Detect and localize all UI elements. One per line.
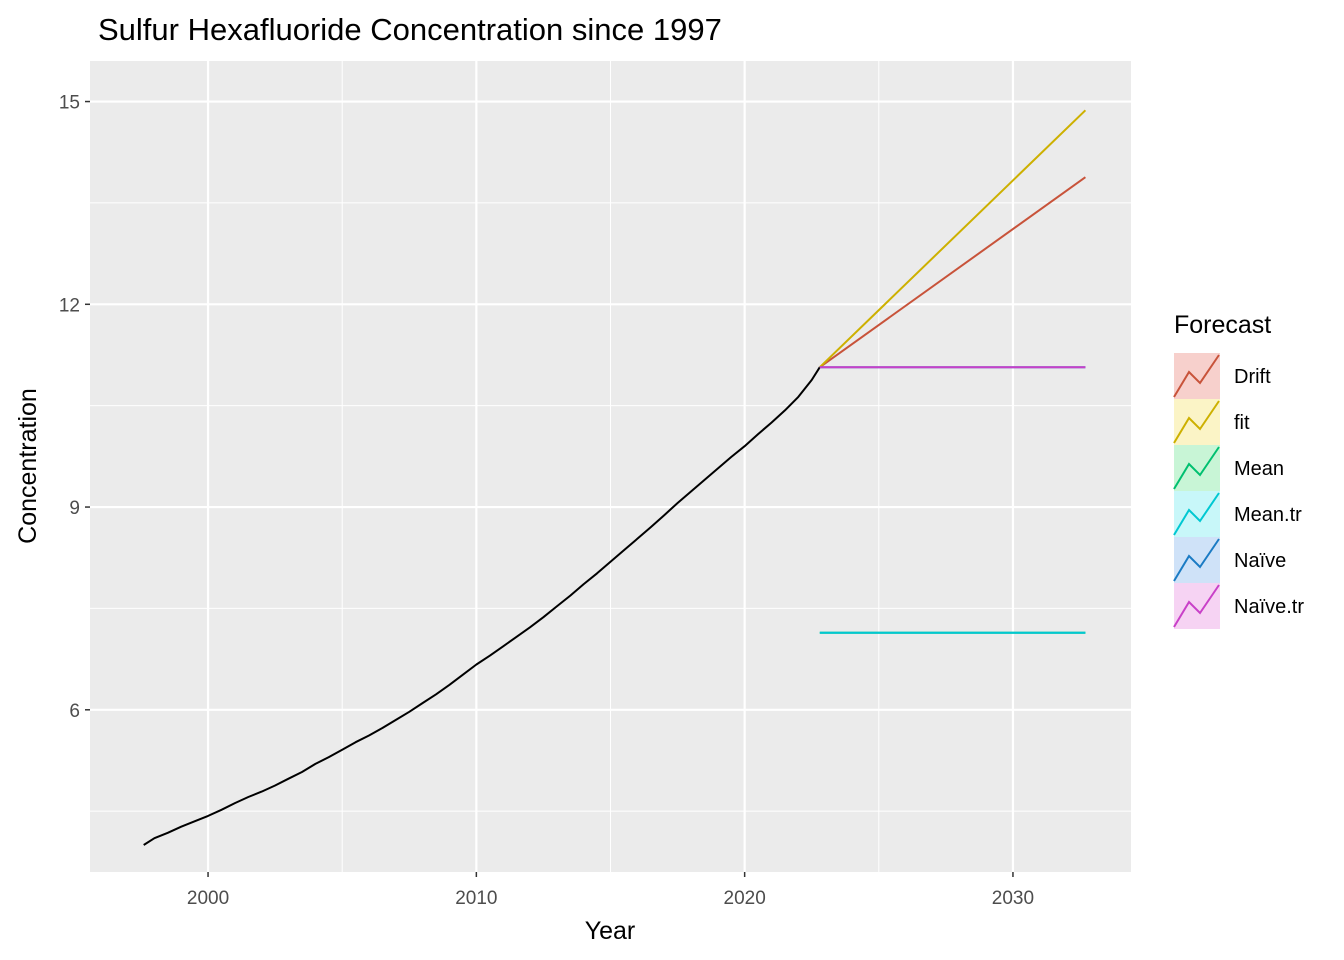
x-tick-label: 2000 xyxy=(187,888,229,909)
legend-label-na-ve-tr: Naïve.tr xyxy=(1234,596,1304,618)
y-tick-label: 15 xyxy=(59,93,80,114)
legend-key-fit xyxy=(1174,399,1220,445)
legend-glyph-mean xyxy=(1173,446,1220,490)
minor-gridlines xyxy=(90,61,1131,872)
legend-label-mean: Mean xyxy=(1234,458,1284,480)
y-tick-label: 9 xyxy=(69,498,80,519)
x-tick-label: 2030 xyxy=(992,888,1034,909)
series-line-drift xyxy=(819,176,1086,369)
legend-key-mean-tr xyxy=(1174,491,1220,537)
x-tick-label: 2010 xyxy=(455,888,497,909)
x-tick-label: 2020 xyxy=(724,888,766,909)
legend-item-mean: Mean xyxy=(1173,445,1284,491)
y-tick-label: 6 xyxy=(69,701,80,722)
legend-glyph-mean-tr xyxy=(1173,492,1220,536)
legend-item-drift: Drift xyxy=(1173,353,1271,399)
series-line-fit xyxy=(819,109,1087,368)
legend-key-na-ve-tr xyxy=(1174,583,1220,629)
legend-item-na-ve-tr: Naïve.tr xyxy=(1173,583,1304,629)
major-gridlines xyxy=(90,61,1131,872)
legend-glyph-na-ve-tr xyxy=(1173,584,1220,628)
y-tick-label: 12 xyxy=(59,295,80,316)
y-axis-title: Concentration xyxy=(14,388,42,544)
series-layer xyxy=(143,109,1087,846)
y-axis: 6 9 12 15 xyxy=(59,93,90,722)
legend-key-na-ve xyxy=(1174,537,1220,583)
legend-item-mean-tr: Mean.tr xyxy=(1173,491,1302,537)
observed-series-line xyxy=(143,366,821,846)
chart-title: Sulfur Hexafluoride Concentration since … xyxy=(98,12,722,47)
legend-label-fit: fit xyxy=(1234,412,1250,434)
legend-glyph-fit xyxy=(1173,400,1220,444)
legend-title: Forecast xyxy=(1174,311,1271,339)
x-axis-title: Year xyxy=(585,917,636,945)
legend-label-mean-tr: Mean.tr xyxy=(1234,504,1302,526)
legend-label-drift: Drift xyxy=(1234,366,1271,388)
x-axis: 2000 2010 2020 2030 xyxy=(187,872,1034,909)
legend-label-na-ve: Naïve xyxy=(1234,550,1286,572)
legend-item-fit: fit xyxy=(1173,399,1250,445)
legend-key-drift xyxy=(1174,353,1220,399)
legend: Forecast Drift fit Mean Mean.tr Naïve Naïve.t… xyxy=(1173,311,1304,629)
legend-key-mean xyxy=(1174,445,1220,491)
legend-item-na-ve: Naïve xyxy=(1173,537,1286,583)
legend-glyph-na-ve xyxy=(1173,538,1220,582)
legend-glyph-drift xyxy=(1173,354,1220,398)
